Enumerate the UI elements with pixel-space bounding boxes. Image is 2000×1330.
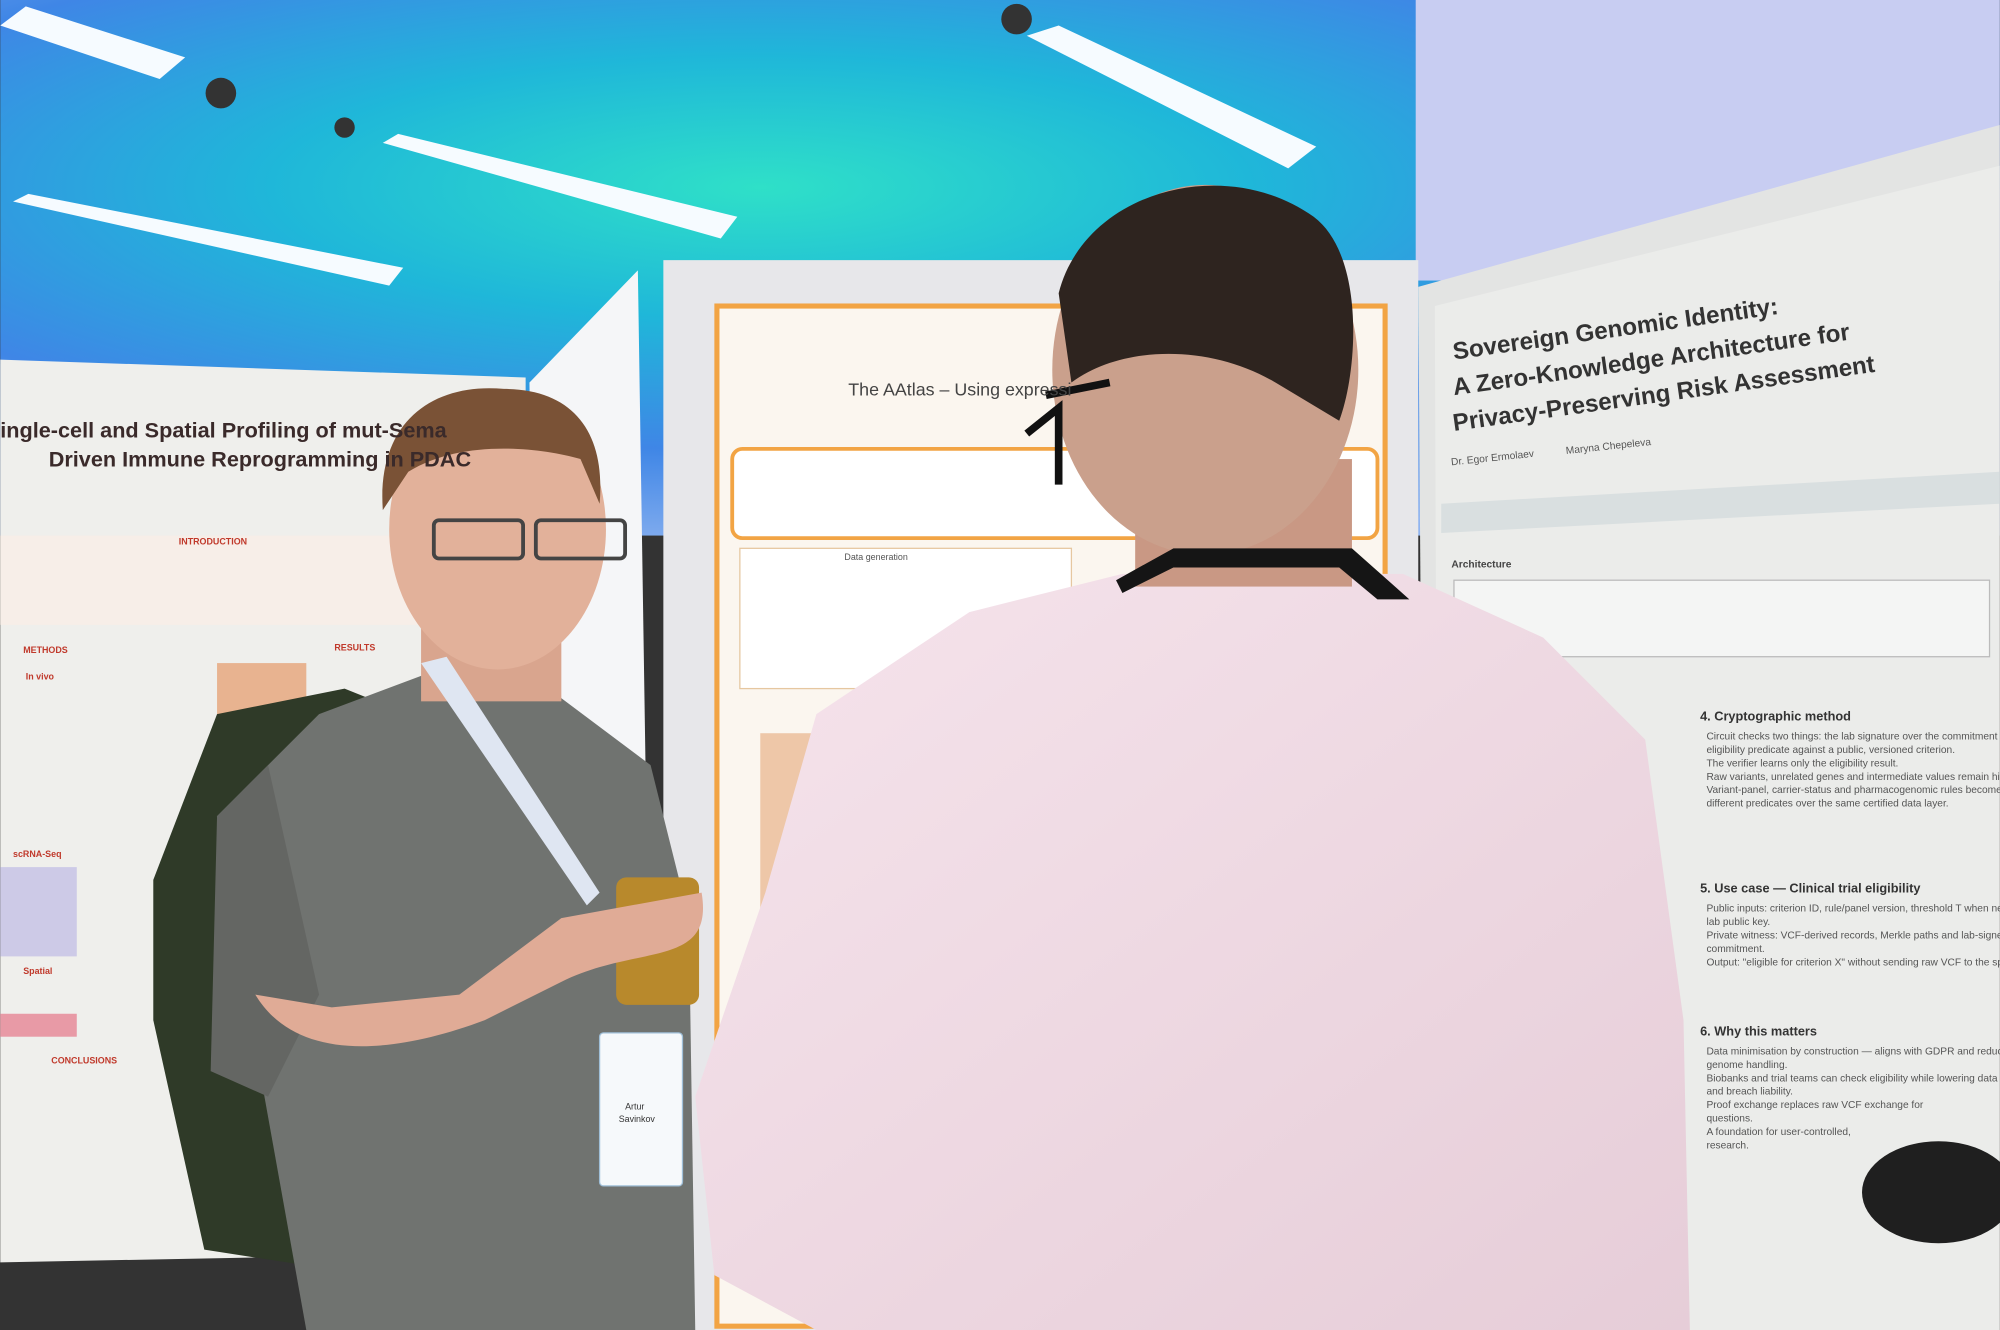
hair	[382, 388, 601, 511]
section-heading: INTRODUCTION	[179, 536, 247, 546]
bullet: different predicates over the same certi…	[1706, 799, 1948, 810]
pink-shirt	[695, 573, 1690, 1330]
poster-title: ingle-cell and Spatial Profiling of mut-…	[0, 417, 447, 442]
section-heading: 5. Use case — Clinical trial eligibility	[1700, 881, 1921, 896]
badge-name: Artur	[625, 1101, 644, 1111]
section-heading: Data generation	[844, 552, 907, 562]
badge-name: Savinkov	[619, 1114, 656, 1124]
ceiling-fixture	[205, 77, 237, 109]
bullet: Variant-panel, carrier-status and pharma…	[1706, 785, 2000, 796]
bullet: genome handling.	[1706, 1060, 1787, 1071]
bullet: eligibility predicate against a public, …	[1706, 745, 1955, 756]
section-heading: 4. Cryptographic method	[1700, 708, 1851, 723]
bullet: Raw variants, unrelated genes and interm…	[1706, 772, 2000, 783]
bullet: A foundation for user-controlled,	[1706, 1127, 1850, 1138]
name-badge	[598, 1032, 684, 1187]
ceiling-light	[382, 133, 738, 239]
lanyard	[1116, 548, 1410, 600]
poster-title: Driven Immune Reprogramming in PDAC	[49, 447, 472, 472]
bullet: Biobanks and trial teams can check eligi…	[1706, 1073, 1997, 1084]
section-heading: Spatial	[23, 966, 52, 976]
bullet: Output: "eligible for criterion X" witho…	[1706, 957, 2000, 968]
bullet: Private witness: VCF-derived records, Me…	[1706, 931, 2000, 942]
bullet: Data minimisation by construction — alig…	[1706, 1047, 2000, 1058]
bullet: research.	[1706, 1140, 1748, 1151]
section-heading: METHODS	[23, 645, 68, 655]
glasses	[1024, 378, 1111, 485]
bullet: Circuit checks two things: the lab signa…	[1706, 732, 2000, 743]
bullet: The verifier learns only the eligibility…	[1706, 758, 1898, 769]
bullet: questions.	[1706, 1114, 1752, 1125]
section-heading: Architecture	[1451, 559, 1511, 570]
ceiling-light	[0, 6, 186, 80]
arm	[255, 892, 704, 1047]
glasses	[533, 518, 628, 561]
glasses	[431, 518, 525, 561]
bullet: Proof exchange replaces raw VCF exchange…	[1706, 1100, 1923, 1111]
ceiling-light	[1026, 25, 1317, 169]
ceiling-fixture	[1001, 3, 1032, 35]
poster-title: The AAtlas – Using expressi	[848, 379, 1071, 399]
table	[1862, 1141, 2000, 1244]
hair	[1058, 185, 1354, 421]
bullet: and breach liability.	[1706, 1087, 1792, 1098]
bullet: lab public key.	[1706, 917, 1770, 928]
poster-figure	[0, 867, 77, 957]
ceiling-light	[13, 193, 404, 286]
bullet: commitment.	[1706, 944, 1764, 955]
lanyard	[421, 656, 600, 906]
poster-figure	[0, 1013, 77, 1037]
section-heading: In vivo	[26, 672, 55, 682]
section-heading: RESULTS	[334, 642, 375, 652]
ceiling-fixture	[334, 117, 355, 138]
poster-block	[0, 535, 422, 625]
poster-banner	[1441, 471, 2000, 534]
bullet: Public inputs: criterion ID, rule/panel …	[1706, 904, 2000, 915]
section-heading: CONCLUSIONS	[51, 1055, 117, 1065]
section-heading: 6. Why this matters	[1700, 1023, 1817, 1038]
section-heading: scRNA-Seq	[13, 849, 62, 859]
face	[389, 388, 606, 670]
